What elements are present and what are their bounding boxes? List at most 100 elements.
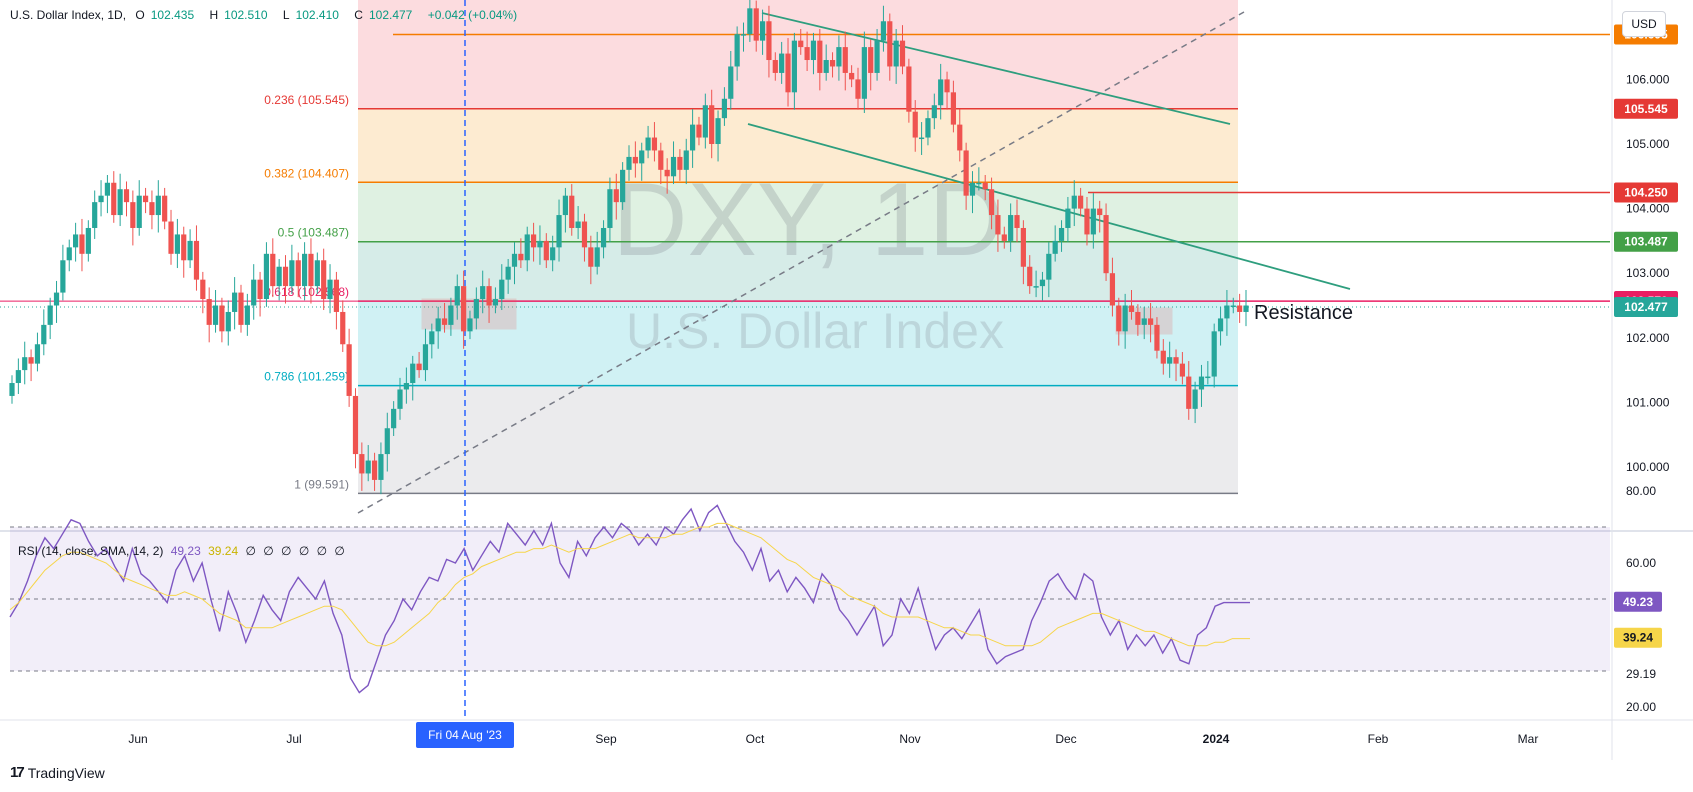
candle-body xyxy=(289,260,295,287)
rsi-axis-label: 20.00 xyxy=(1626,700,1656,714)
candle-body xyxy=(47,305,53,325)
watermark-name: U.S. Dollar Index xyxy=(626,303,1004,359)
price-badge-label: 104.250 xyxy=(1624,185,1668,199)
candle-body xyxy=(333,279,340,312)
candle-body xyxy=(906,66,912,112)
candle-body xyxy=(168,221,174,254)
candle-body xyxy=(391,408,397,429)
candle-body xyxy=(1179,363,1185,377)
candle-body xyxy=(588,247,594,267)
candle-body xyxy=(1090,208,1096,235)
rsi-header[interactable]: RSI (14, close, SMA, 14, 2) 49.23 39.24 … xyxy=(18,544,347,558)
candle-body xyxy=(1224,305,1230,319)
candle-body xyxy=(740,34,747,36)
candle-body xyxy=(66,247,72,261)
candle-body xyxy=(620,169,626,203)
currency-button[interactable]: USD xyxy=(1622,11,1666,37)
candle-body xyxy=(422,344,429,371)
price-axis-label: 103.000 xyxy=(1626,266,1670,280)
time-axis-label: Jun xyxy=(128,732,147,746)
candle-body xyxy=(829,60,836,67)
candle-body xyxy=(492,299,499,306)
rsi-ma-line xyxy=(9,522,1250,647)
candle-body xyxy=(690,124,696,151)
candle-body xyxy=(1109,273,1116,306)
candle-body xyxy=(499,279,505,300)
candle-body xyxy=(232,292,238,312)
price-badge xyxy=(1614,296,1678,317)
candle-body xyxy=(1103,215,1109,274)
candle-body xyxy=(868,47,874,73)
candle-body xyxy=(785,53,791,93)
tradingview-brand: TradingView xyxy=(27,764,105,781)
candle-body xyxy=(340,311,346,345)
diagonal-dashed-line xyxy=(357,11,1245,514)
fib-level-label: 0.5 (103.487) xyxy=(278,226,349,240)
candle-body xyxy=(104,182,111,196)
symbol-header: U.S. Dollar Index, 1D, O 102.435 H 102.510… xyxy=(10,8,523,22)
rsi-axis-label: 60.00 xyxy=(1626,556,1656,570)
candle-body xyxy=(473,299,479,319)
candle-body xyxy=(346,344,352,396)
open-value: 102.435 xyxy=(150,8,195,22)
candle-body xyxy=(410,363,416,384)
fib-level-label: 1 (99.591) xyxy=(294,477,349,491)
candle-body xyxy=(9,383,15,396)
candle-body xyxy=(1230,305,1236,307)
candle-body xyxy=(251,279,257,306)
candle-body xyxy=(798,40,804,48)
candle-body xyxy=(912,111,918,138)
candle-body xyxy=(219,305,225,332)
close-value: 102.477 xyxy=(368,8,413,22)
price-axis-label: 105.000 xyxy=(1626,137,1670,151)
candle-body xyxy=(976,182,982,185)
candle-body xyxy=(632,156,638,164)
price-axis-label: 106.000 xyxy=(1626,72,1670,86)
candle-body xyxy=(747,8,753,35)
candle-body xyxy=(645,137,651,151)
candle-body xyxy=(327,279,333,300)
price-badge xyxy=(1614,182,1678,203)
candle-body xyxy=(938,79,944,106)
candle-body xyxy=(550,247,556,261)
rsi-axis-label: 29.19 xyxy=(1626,667,1656,681)
high-value: 102.510 xyxy=(224,8,268,22)
candle-body xyxy=(314,260,320,287)
time-axis-label: Sep xyxy=(595,732,617,746)
price-badge-label: 103.487 xyxy=(1624,235,1668,249)
candle-body xyxy=(1167,357,1173,364)
candle-body xyxy=(518,253,524,261)
rsi-badge xyxy=(1614,591,1662,612)
candle-body xyxy=(1154,324,1160,351)
tradingview-logo[interactable]: 17 TradingView xyxy=(10,764,105,781)
channel-lower-line xyxy=(747,123,1351,290)
candle-body xyxy=(1078,195,1084,209)
candle-body xyxy=(543,240,549,261)
candle-body xyxy=(899,40,906,67)
candle-body xyxy=(98,195,104,203)
candle-body xyxy=(181,234,187,261)
candle-body xyxy=(79,234,85,254)
candle-body xyxy=(626,156,632,170)
candle-body xyxy=(944,79,950,93)
candle-body xyxy=(1014,215,1020,228)
candle-body xyxy=(562,195,568,216)
candle-body xyxy=(371,460,378,480)
candle-body xyxy=(1071,195,1077,209)
candle-body xyxy=(352,395,359,455)
candle-body xyxy=(359,454,365,474)
candle-body xyxy=(467,318,473,332)
candle-body xyxy=(85,227,91,254)
candle-body xyxy=(448,305,454,325)
candle-body xyxy=(1039,279,1046,287)
candle-body xyxy=(721,98,728,119)
candle-body xyxy=(1141,318,1147,325)
candle-body xyxy=(53,292,60,306)
time-axis-label: Jul xyxy=(286,732,301,746)
symbol-title[interactable]: U.S. Dollar Index, 1D, xyxy=(10,8,127,22)
candle-body xyxy=(1173,357,1179,364)
candle-body xyxy=(378,454,384,480)
candle-body xyxy=(734,34,740,67)
candle-body xyxy=(1097,208,1103,216)
